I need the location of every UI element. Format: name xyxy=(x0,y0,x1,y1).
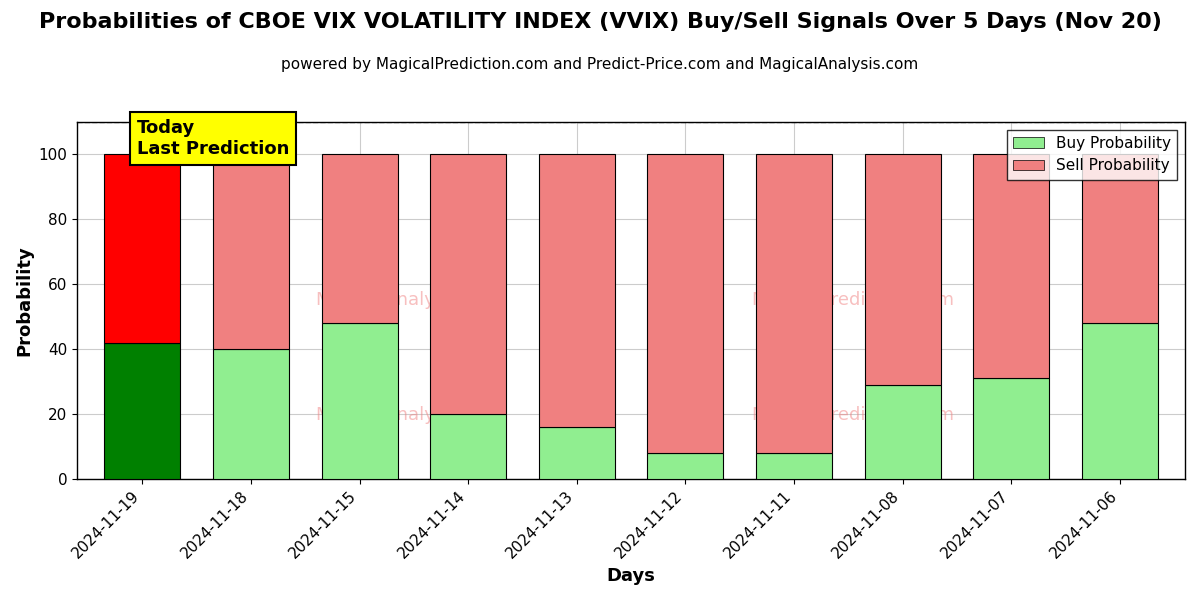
Bar xyxy=(864,385,941,479)
Bar xyxy=(756,453,832,479)
Text: Today
Last Prediction: Today Last Prediction xyxy=(137,119,289,158)
Bar xyxy=(212,349,289,479)
Text: MagicalAnalysis.com: MagicalAnalysis.com xyxy=(316,406,504,424)
Text: Probabilities of CBOE VIX VOLATILITY INDEX (VVIX) Buy/Sell Signals Over 5 Days (: Probabilities of CBOE VIX VOLATILITY IND… xyxy=(38,12,1162,32)
Bar xyxy=(973,154,1049,378)
Bar xyxy=(104,343,180,479)
Bar xyxy=(539,154,614,427)
Text: MagicalPrediction.com: MagicalPrediction.com xyxy=(751,292,954,310)
Bar xyxy=(1082,154,1158,323)
Bar xyxy=(430,414,506,479)
X-axis label: Days: Days xyxy=(607,567,655,585)
Text: MagicalPrediction.com: MagicalPrediction.com xyxy=(751,406,954,424)
Bar xyxy=(756,154,832,453)
Legend: Buy Probability, Sell Probability: Buy Probability, Sell Probability xyxy=(1007,130,1177,179)
Bar xyxy=(212,154,289,349)
Bar xyxy=(104,154,180,343)
Bar xyxy=(864,154,941,385)
Bar xyxy=(647,154,724,453)
Bar xyxy=(322,323,397,479)
Bar xyxy=(1082,323,1158,479)
Bar xyxy=(322,154,397,323)
Text: powered by MagicalPrediction.com and Predict-Price.com and MagicalAnalysis.com: powered by MagicalPrediction.com and Pre… xyxy=(281,57,919,72)
Bar xyxy=(539,427,614,479)
Text: MagicalAnalysis.com: MagicalAnalysis.com xyxy=(316,292,504,310)
Bar xyxy=(973,378,1049,479)
Y-axis label: Probability: Probability xyxy=(14,245,32,356)
Bar xyxy=(430,154,506,414)
Bar xyxy=(647,453,724,479)
